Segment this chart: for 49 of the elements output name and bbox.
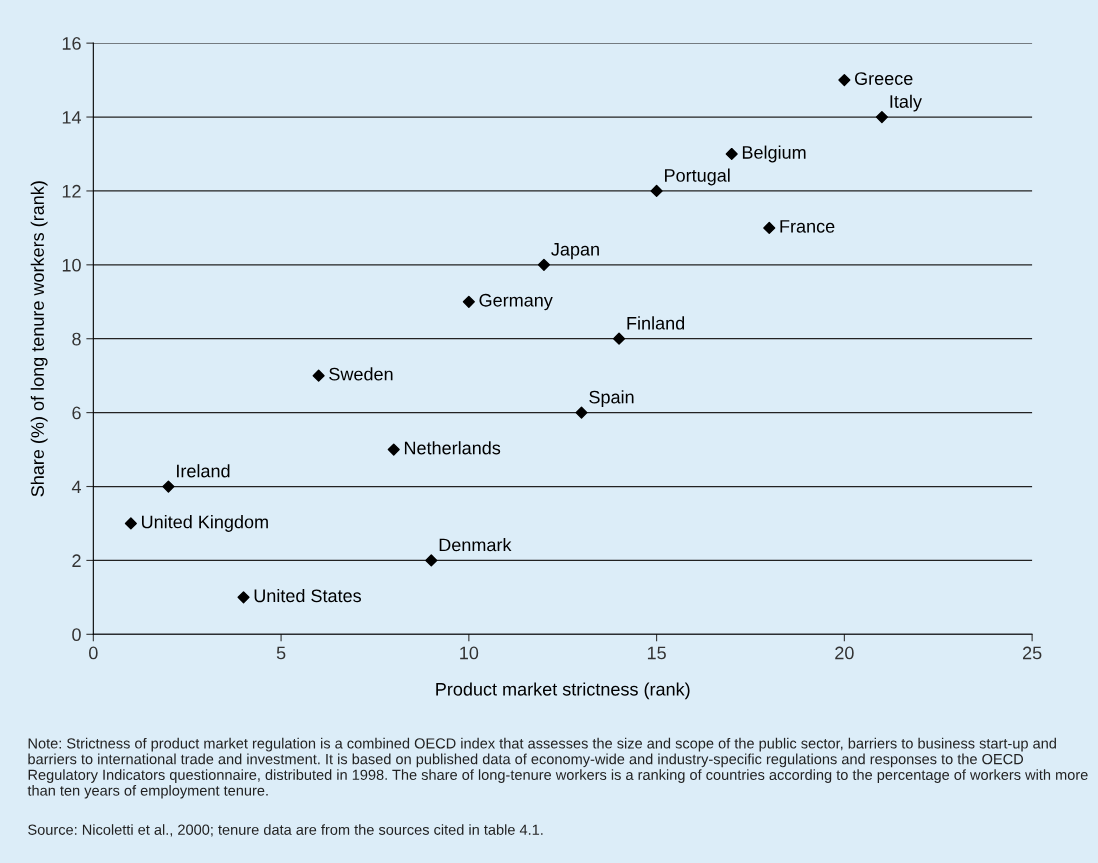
annotation: Denmark [439,538,512,552]
annotation: United Kingdom [142,515,268,532]
y-tick-label: 2 [72,554,81,567]
y-axis-title: Share (%) of long tenure workers (rank) [30,181,48,497]
annotation: United States [254,588,361,603]
annotation: Sweden [329,367,393,381]
annotation: Italy [890,94,922,112]
x-tick-label: 10 [460,646,479,660]
point [537,258,551,271]
point [462,295,475,308]
annotation: Portugal [665,168,730,186]
x-tick-label: 0 [89,646,98,660]
point [124,517,137,530]
x-tick-label: 20 [835,646,854,660]
annotation: Spain [589,390,634,408]
annotation: Netherlands [404,441,501,455]
source-note: Source: Nicoletti et al., 2000; tenure data are from the sources cited in table 4.1. [28,824,543,837]
text: Note: Strictness of product market regulation is a combined OECD index that assesses the size and scope of the public sector, barriers to business start-up and barriers to international trade and investment. It is based on published data of economy-wide and industry-specific regulations and responses to the OECD Regulatory Indicators questionnaire, distributed in 1998. The share of long-tenure workers is a ranking of countries according to the percentage of workers with more than ten years of employment tenure. [27,737,1088,799]
point [612,332,626,345]
point [312,369,325,382]
x-tick-label: 5 [276,646,286,660]
y-tick-label: 10 [62,258,81,272]
point [425,554,438,567]
x-axis-title: Product market strictness (rank) [436,682,690,700]
annotation: Japan [551,243,599,260]
annotation: Germany [479,293,553,311]
x-tick-label: 25 [1022,646,1042,660]
point [763,221,776,234]
annotation: France [780,220,835,233]
point [725,147,738,161]
annotation: Belgium [742,145,806,163]
y-tick-label: 12 [62,184,81,198]
y-tick-label: 16 [62,37,81,50]
annotation: Greece [854,72,913,85]
point [387,443,400,456]
point [650,184,663,198]
point [237,591,250,604]
y-tick-label: 0 [72,628,81,642]
annotation: Ireland [177,464,230,478]
point [875,110,888,124]
point [838,74,851,87]
y-tick-label: 8 [72,332,81,346]
y-tick-label: 4 [71,480,81,494]
y-tick-label: 14 [62,111,81,124]
point [162,480,175,493]
point [575,406,588,419]
annotation: Finland [627,316,685,330]
x-tick-label: 15 [647,646,666,660]
y-tick-label: 6 [72,406,81,420]
